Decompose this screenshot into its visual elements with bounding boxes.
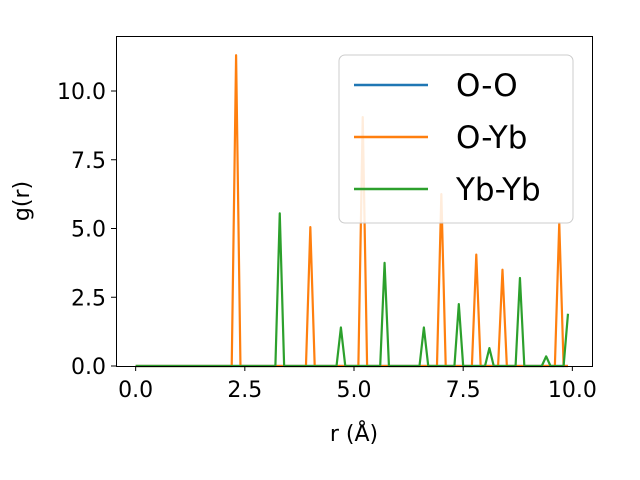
y-tick-label: 7.5 [71,149,106,174]
y-tick-label: 10.0 [57,80,106,105]
x-tick-label: 0.0 [118,378,153,403]
x-tick-label: 2.5 [227,378,262,403]
ticks-layer: 0.0 2.5 5.0 7.5 10.0 0.0 2.5 5.0 7.5 10.0 [57,80,597,403]
legend-label: O-O [456,68,518,104]
x-tick-label: 7.5 [446,378,481,403]
legend-label: O-Yb [456,120,527,156]
x-axis-label: r (Å) [330,420,378,447]
y-tick-label: 2.5 [71,286,106,311]
y-axis-label: g(r) [10,181,35,221]
y-tick-label: 5.0 [71,218,106,243]
x-tick-label: 10.0 [548,378,597,403]
y-tick-label: 0.0 [71,355,106,380]
legend-box [338,54,574,224]
legend: O-O O-Yb Yb-Yb [338,54,574,224]
x-tick-label: 5.0 [337,378,372,403]
legend-label: Yb-Yb [455,172,541,208]
